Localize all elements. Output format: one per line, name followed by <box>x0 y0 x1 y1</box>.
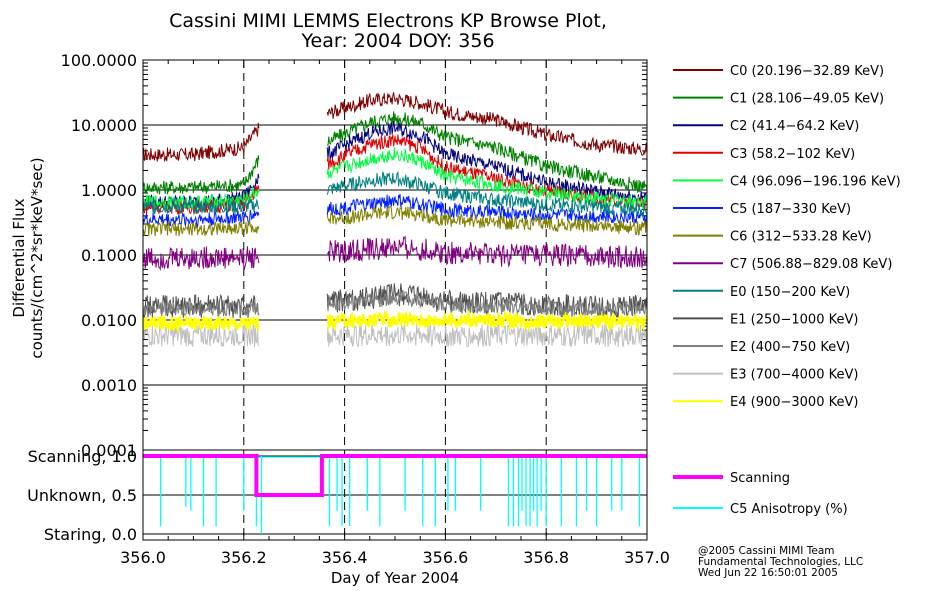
series-line-c1 <box>142 155 260 195</box>
y-axis-label-line2: counts/(cm^2*sr*keV*sec) <box>28 157 46 358</box>
series-line-e2 <box>326 291 648 317</box>
series-line-e4 <box>326 309 648 333</box>
series-line-c5 <box>326 193 648 224</box>
credit-line-1: @2005 Cassini MIMI Team <box>698 545 835 557</box>
series-line-e2 <box>142 299 260 317</box>
series-line-c7 <box>327 235 648 269</box>
x-tick-label: 356.8 <box>523 548 569 567</box>
credit-line-2: Fundamental Technologies, LLC <box>698 556 863 568</box>
scan-y-tick-label: Unknown, 0.5 <box>27 486 137 505</box>
legend-label-c1: C1 (28.106−49.05 KeV) <box>730 92 884 107</box>
legend-label-anisotropy: C5 Anisotropy (%) <box>730 502 848 517</box>
series-line-e3 <box>326 322 648 348</box>
x-tick-label: 356.0 <box>120 548 166 567</box>
legend-label-c6: C6 (312−533.28 KeV) <box>730 230 872 245</box>
series-line-c0 <box>142 122 260 163</box>
series-line-c5 <box>142 209 260 228</box>
x-tick-label: 357.0 <box>624 548 670 567</box>
legend-label-e1: E1 (250−1000 KeV) <box>730 312 858 327</box>
x-axis-label: Day of Year 2004 <box>331 569 459 587</box>
x-tick-label: 356.6 <box>422 548 468 567</box>
axes-labels: 100.0000 10.0000 1.0000 0.1000 0.0100 0.0010 0… <box>27 51 670 567</box>
legend-label-c3: C3 (58.2−102 KeV) <box>730 147 855 162</box>
legend-label-c4: C4 (96.096−196.196 KeV) <box>730 174 901 189</box>
series-line-c6 <box>142 220 260 237</box>
legend-label-e2: E2 (400−750 KeV) <box>730 340 850 355</box>
chart-title-line2: Year: 2004 DOY: 356 <box>300 30 494 52</box>
y-tick-label: 0.0001 <box>81 441 137 460</box>
legend: C0 (20.196−32.89 KeV) C1 (28.106−49.05 Ke… <box>673 64 901 517</box>
legend-label-c0: C0 (20.196−32.89 KeV) <box>730 64 884 79</box>
scan-y-tick-label: Staring, 0.0 <box>44 525 137 544</box>
series-line-c7 <box>142 246 260 271</box>
x-tick-label: 356.2 <box>221 548 267 567</box>
series-line-c0 <box>326 92 648 156</box>
scan-y-tick-label: Scanning, 1.0 <box>28 447 137 466</box>
series-line-c3 <box>142 184 260 215</box>
y-tick-label: 10.0000 <box>71 116 137 135</box>
y-tick-label: 0.0010 <box>81 376 137 395</box>
legend-label-e4: E4 (900−3000 KeV) <box>730 395 858 410</box>
flux-panel <box>141 59 648 451</box>
y-tick-label: 0.0100 <box>81 311 137 330</box>
legend-label-c7: C7 (506.88−829.08 KeV) <box>730 257 892 272</box>
legend-label-scanning: Scanning <box>730 471 790 486</box>
series-line-e1 <box>326 283 648 320</box>
y-axis-label-line1: Differential Flux <box>10 198 28 317</box>
series-line-e4 <box>141 313 260 334</box>
y-tick-label: 100.0000 <box>61 51 137 70</box>
scan-panel <box>142 449 648 541</box>
y-tick-label: 1.0000 <box>81 181 137 200</box>
series-line-c6 <box>326 205 648 236</box>
series-line-e3 <box>142 323 260 348</box>
legend-label-e3: E3 (700−4000 KeV) <box>730 368 858 383</box>
series-line-e0 <box>326 171 648 217</box>
y-tick-label: 0.1000 <box>81 246 137 265</box>
credit-line-3: Wed Jun 22 16:50:01 2005 <box>698 567 838 579</box>
legend-label-c2: C2 (41.4−64.2 KeV) <box>730 119 859 134</box>
legend-label-c5: C5 (187−330 KeV) <box>730 202 851 217</box>
scan-panel-frame <box>142 449 648 541</box>
scanning-line <box>143 454 647 497</box>
series-line-e0 <box>142 198 260 216</box>
legend-label-e0: E0 (150−200 KeV) <box>730 285 850 300</box>
series-line-c2 <box>326 121 648 204</box>
chart-title-line1: Cassini MIMI LEMMS Electrons KP Browse P… <box>169 10 607 32</box>
series-line-c1 <box>326 111 648 193</box>
x-tick-label: 356.4 <box>322 548 368 567</box>
